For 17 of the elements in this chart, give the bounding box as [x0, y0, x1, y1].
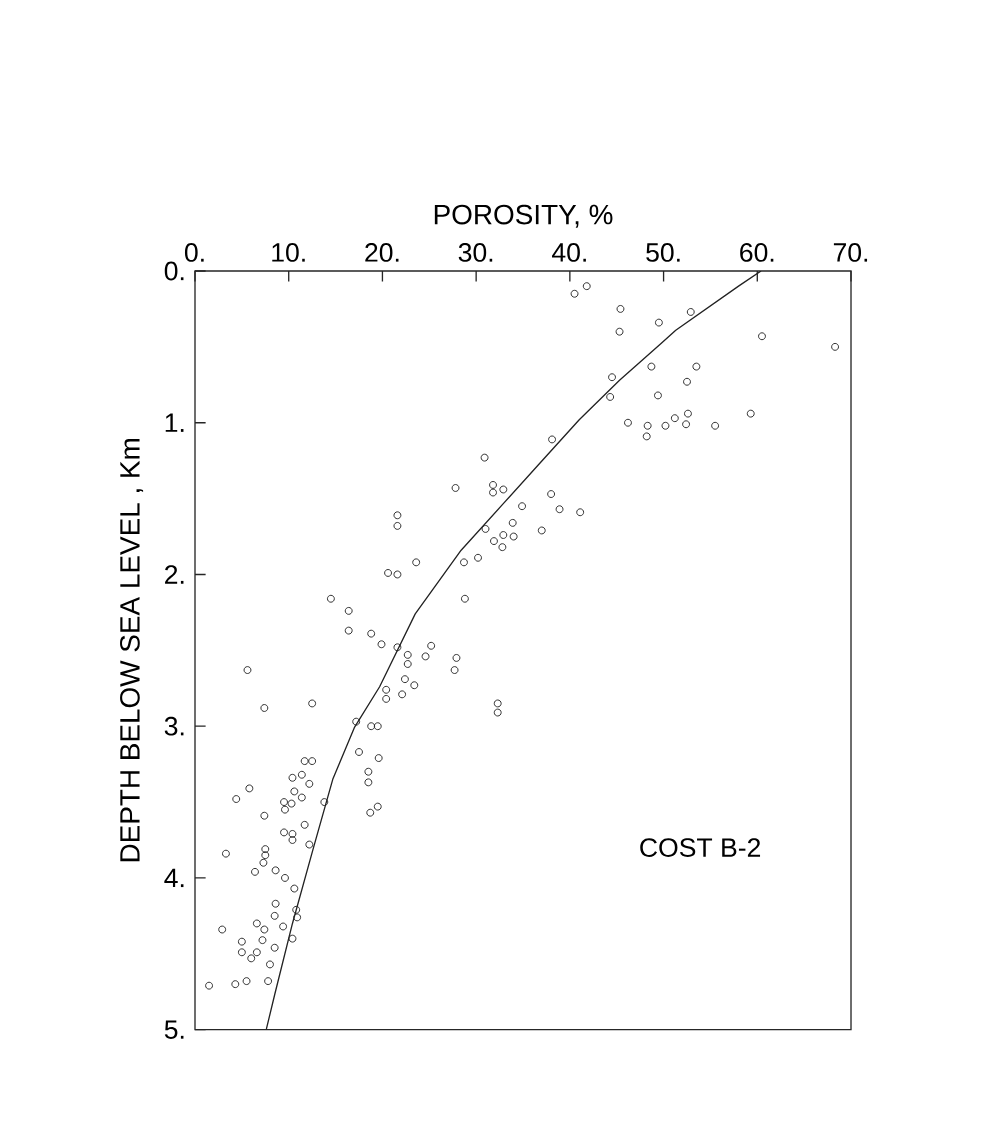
- x-tick-label: 60.: [740, 243, 774, 262]
- x-tick-label: 40.: [552, 243, 586, 262]
- x-tick-label: 10.: [272, 243, 305, 262]
- x-tick-label: 0.: [184, 243, 204, 262]
- x-tick-label: 30.: [458, 243, 493, 262]
- y-tick-label: 1.: [165, 413, 184, 432]
- y-tick-label: 4.: [164, 868, 184, 888]
- y-tick-label: 0.: [164, 261, 184, 281]
- annotation: COST B-2: [640, 838, 761, 857]
- y-tick-label: 3.: [164, 716, 184, 736]
- x-axis-title: POROSITY, %: [434, 204, 613, 228]
- x-tick-label: 50.: [646, 243, 680, 262]
- y-axis-title: DEPTH BELOW SEA LEVEL , Km: [120, 439, 144, 862]
- x-tick-label: 20.: [365, 243, 399, 262]
- y-tick-label: 5.: [164, 1020, 184, 1039]
- y-tick-label: 2.: [165, 565, 184, 584]
- x-tick-label: 70.: [833, 243, 868, 262]
